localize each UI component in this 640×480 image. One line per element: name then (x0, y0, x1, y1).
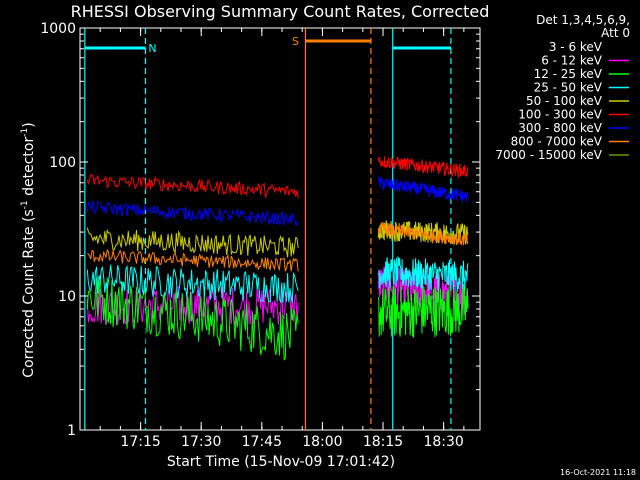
plot-frame (79, 27, 481, 431)
series-line (86, 227, 299, 258)
y-axis-label: Corrected Count Rate (s-1 detector-1) (20, 122, 37, 377)
legend-label: 25 - 50 keV (534, 81, 603, 95)
x-tick-label: 17:15 (120, 434, 160, 450)
flag-label: N (148, 42, 156, 55)
legend-label: 800 - 7000 keV (511, 135, 603, 149)
x-tick-label: 17:30 (181, 434, 221, 450)
series-line (87, 249, 299, 272)
series-line (377, 156, 469, 179)
y-tick-label: 10 (58, 289, 76, 305)
legend-header-detectors: Det 1,3,4,5,6,9, (536, 13, 630, 27)
series-line (86, 200, 299, 226)
series-line (86, 173, 299, 199)
legend-header-attenuator: Att 0 (601, 26, 630, 40)
legend-label: 3 - 6 keV (549, 40, 603, 54)
legend-label: 6 - 12 keV (541, 54, 603, 68)
x-tick-label: 18:00 (302, 434, 342, 450)
series-line (86, 287, 299, 357)
y-axis-label-end: ) (21, 122, 37, 127)
plot-border (79, 27, 481, 431)
series-line (378, 283, 469, 338)
series-line (86, 264, 299, 303)
y-axis-label-main: Corrected Count Rate (s (21, 209, 37, 377)
legend-label: 300 - 800 keV (518, 121, 602, 135)
series-layer (86, 156, 469, 361)
series-line (377, 175, 469, 203)
axes: 17:15 17:30 17:45 18:00 18:15 18:30 1 10 100 1000 (40, 21, 480, 450)
x-axis-label: Start Time (15-Nov-09 17:01:42) (167, 454, 395, 470)
x-tick-label: 17:45 (242, 434, 282, 450)
x-tick-label: 18:30 (423, 434, 463, 450)
legend-label: 100 - 300 keV (518, 108, 602, 122)
y-axis-label-sup1: -1 (20, 200, 30, 209)
y-tick-label: 1000 (40, 21, 76, 37)
y-tick-label: 1 (67, 423, 76, 439)
flag-label: S (292, 35, 299, 48)
legend-label: 50 - 100 keV (526, 94, 603, 108)
y-tick-label: 100 (49, 155, 76, 171)
legend-label: 12 - 25 keV (534, 67, 603, 81)
y-axis-label-sup2: -1 (20, 128, 30, 137)
timestamp: 16-Oct-2021 11:18 (560, 468, 636, 477)
chart-title: RHESSI Observing Summary Count Rates, Co… (71, 2, 490, 21)
y-axis-label-mid: detector (21, 137, 37, 201)
x-tick-label: 18:15 (363, 434, 403, 450)
series-line (86, 275, 299, 361)
series-line (377, 222, 469, 246)
series-line (377, 255, 469, 292)
legend-label: 7000 - 15000 keV (495, 148, 602, 162)
